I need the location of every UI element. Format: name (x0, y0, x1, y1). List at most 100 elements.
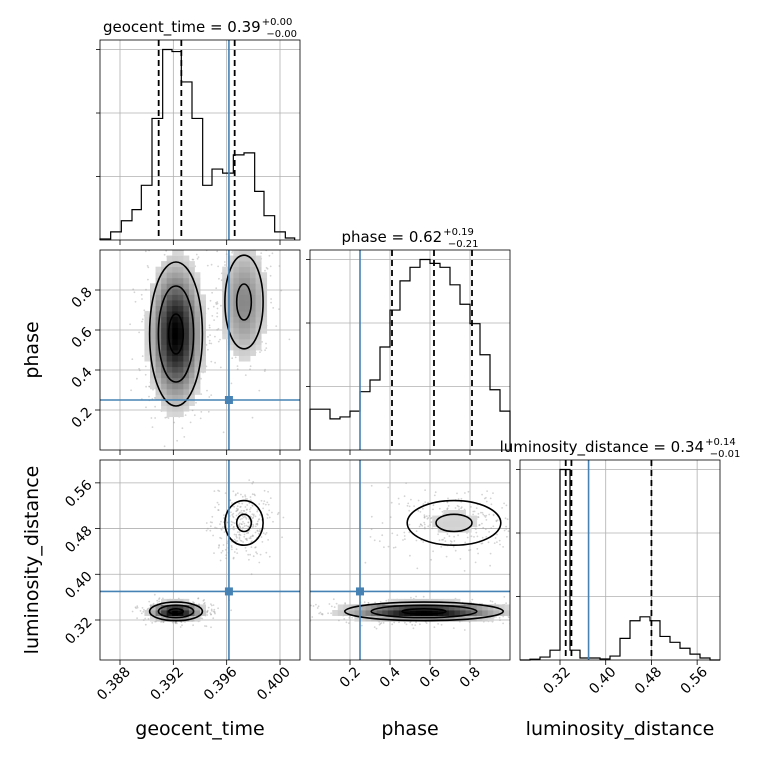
density-cell (166, 383, 173, 390)
scatter-point (262, 507, 264, 510)
scatter-point (205, 625, 208, 628)
scatter-point (244, 546, 247, 549)
scatter-point (203, 602, 205, 605)
scatter-point (542, 614, 544, 616)
scatter-point (268, 254, 271, 257)
scatter-point (505, 504, 508, 507)
density-cell (387, 615, 394, 622)
scatter-point (418, 525, 421, 528)
scatter-point (318, 612, 320, 615)
title-param-name: phase = 0.62 (341, 228, 442, 246)
scatter-point (235, 510, 238, 513)
density-cell (150, 322, 156, 329)
density-cell (166, 372, 173, 379)
scatter-point (275, 325, 278, 327)
y-tick-label: 0.56 (62, 477, 95, 510)
scatter-point (460, 507, 462, 510)
scatter-point (450, 540, 453, 543)
scatter-point (511, 506, 513, 508)
density-cell (365, 604, 372, 611)
density-cell (155, 361, 162, 368)
density-cell (144, 355, 151, 362)
density-cell (150, 283, 156, 290)
density-cell (250, 316, 256, 323)
scatter-point (480, 542, 483, 545)
scatter-point (511, 619, 513, 621)
scatter-point (232, 526, 235, 529)
scatter-point (213, 608, 216, 611)
scatter-point (241, 502, 244, 505)
scatter-point (237, 508, 240, 510)
scatter-point (456, 492, 458, 495)
density-cell (250, 277, 256, 284)
density-cell (244, 327, 251, 334)
scatter-point (252, 516, 255, 519)
scatter-point (131, 610, 134, 613)
scatter-point (391, 623, 394, 626)
density-cell (227, 311, 234, 318)
scatter-point (250, 457, 252, 459)
scatter-point (206, 611, 208, 614)
density-cell (233, 322, 240, 329)
scatter-point (238, 525, 240, 527)
scatter-point (220, 527, 223, 530)
scatter-point (221, 526, 224, 529)
scatter-point (218, 277, 220, 280)
scatter-point (152, 602, 155, 605)
scatter-point (215, 303, 218, 306)
scatter-point (495, 520, 498, 523)
density-cell (166, 615, 173, 622)
scatter-point (211, 315, 214, 317)
density-cell (150, 610, 156, 616)
density-cell (161, 610, 168, 616)
density-cell (161, 615, 168, 622)
scatter-point (256, 520, 259, 523)
scatter-point (507, 530, 510, 533)
scatter-point (248, 537, 251, 540)
scatter-point (404, 538, 406, 540)
scatter-point (214, 361, 217, 364)
scatter-point (523, 542, 525, 544)
scatter-point (257, 532, 260, 535)
scatter-point (135, 607, 138, 609)
scatter-point (224, 548, 227, 551)
density-cell (166, 327, 173, 334)
x-tick-label: 0.4 (377, 664, 404, 691)
scatter-point (482, 526, 485, 529)
scatter-point (267, 503, 270, 506)
density-cell (183, 383, 190, 390)
scatter-point (492, 492, 494, 494)
density-cell (183, 288, 190, 295)
density-cell (172, 277, 179, 284)
density-cell (172, 266, 179, 273)
scatter-point (167, 417, 170, 419)
scatter-point (503, 502, 505, 505)
scatter-point (236, 492, 239, 495)
scatter-point (427, 517, 430, 519)
scatter-point (211, 291, 214, 294)
density-cell (161, 261, 168, 268)
density-cell (166, 333, 173, 340)
density-cell (183, 300, 190, 306)
scatter-point (398, 621, 400, 624)
scatter-point (231, 251, 234, 254)
density-cell (172, 288, 179, 295)
density-cell (150, 333, 156, 340)
scatter-point (222, 544, 225, 546)
density-cell (250, 305, 256, 312)
hist-grid-y (310, 259, 510, 387)
density-cell (227, 288, 234, 295)
scatter-point (409, 554, 411, 557)
density-cell (227, 322, 234, 329)
density-cell (482, 610, 489, 616)
density-cell (255, 294, 262, 301)
scatter-point (245, 532, 248, 534)
scatter-point (447, 497, 449, 500)
scatter-point (432, 504, 435, 507)
density-cell (432, 604, 439, 611)
density-cell (172, 316, 179, 323)
scatter-point (446, 501, 449, 504)
scatter-point (230, 544, 233, 547)
density-cell (244, 316, 251, 323)
scatter-point (178, 235, 180, 237)
